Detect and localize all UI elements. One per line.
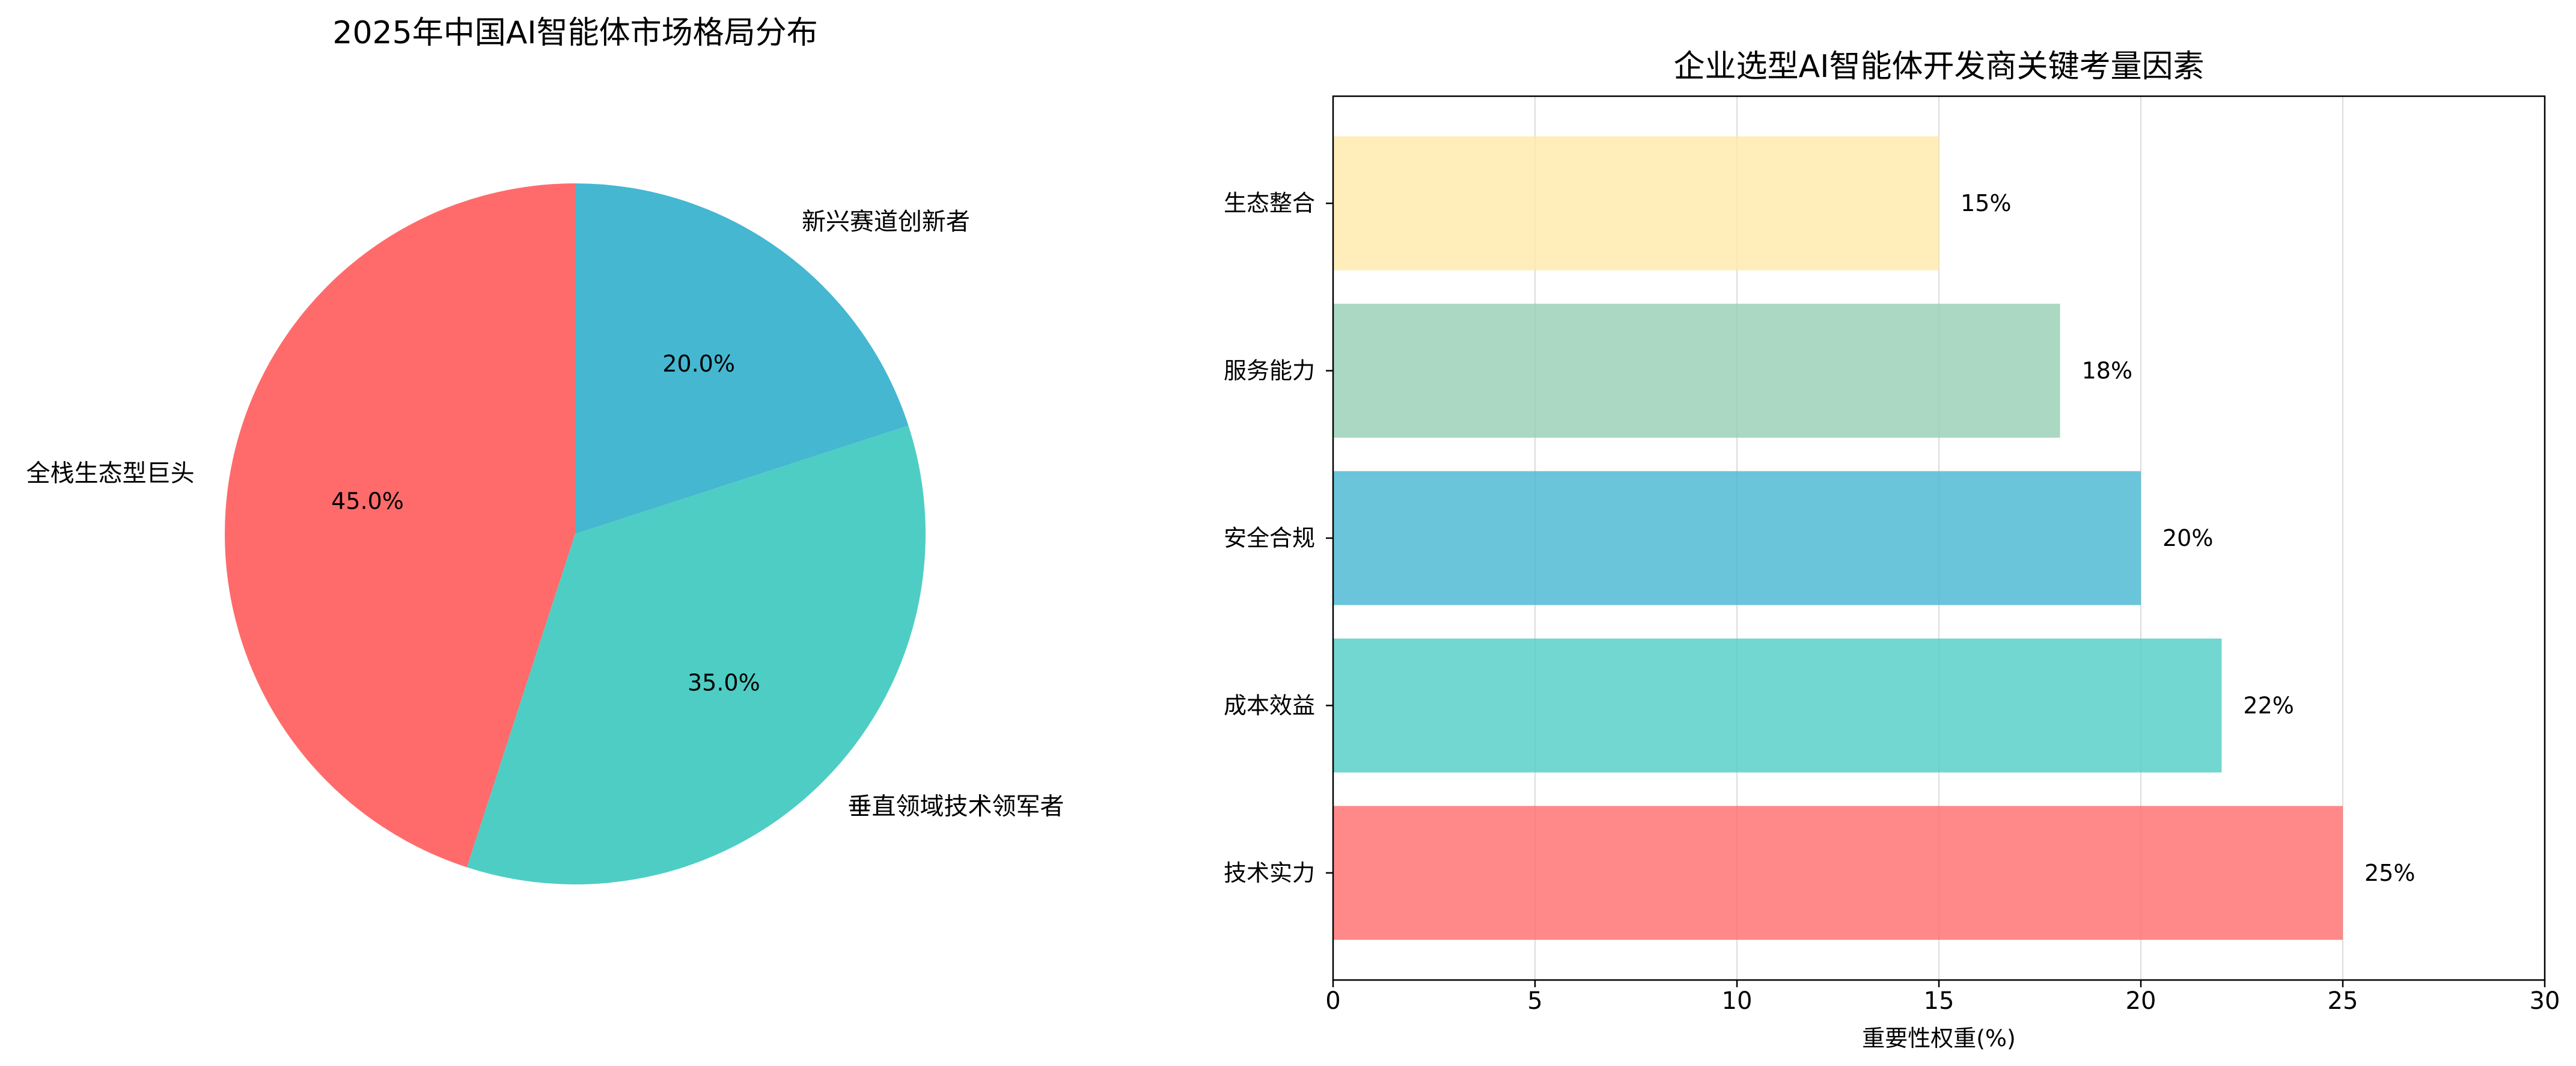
bar xyxy=(1333,304,2060,438)
bar-value-label: 22% xyxy=(2243,692,2294,718)
y-tick-label: 技术实力 xyxy=(1224,860,1315,886)
bar-chart-panel: 企业选型AI智能体开发商关键考量因素 25% 22% 20% 18% 15% 0 5 10 1… xyxy=(1224,49,2560,1052)
pie-category-label: 垂直领域技术领军者 xyxy=(847,792,1064,820)
pie-slices xyxy=(225,183,926,884)
y-tick-label: 服务能力 xyxy=(1224,358,1315,384)
bar-chart-x-axis-label: 重要性权重(%) xyxy=(1862,1025,2016,1052)
pie-percent-label: 20.0% xyxy=(662,351,735,377)
x-tick-label: 5 xyxy=(1527,987,1542,1015)
bar xyxy=(1333,136,1939,271)
bar xyxy=(1333,806,2343,940)
y-tick-label: 生态整合 xyxy=(1224,190,1315,216)
pie-category-label: 新兴赛道创新者 xyxy=(802,208,970,236)
pie-chart-panel: 2025年中国AI智能体市场格局分布 45.0% 全栈生态型巨头 35.0% 垂直领域… xyxy=(26,15,1064,884)
y-tick-label: 成本效益 xyxy=(1224,692,1315,718)
x-tick-label: 0 xyxy=(1325,987,1340,1015)
bar-chart-title: 企业选型AI智能体开发商关键考量因素 xyxy=(1674,49,2205,85)
pie-percent-label: 35.0% xyxy=(688,669,760,696)
pie-slice xyxy=(225,183,575,868)
bar-value-labels: 25% 22% 20% 18% 15% xyxy=(1961,190,2415,886)
bar-value-label: 18% xyxy=(2082,358,2132,384)
x-tick-label: 25 xyxy=(2328,987,2358,1015)
pie-percent-label: 45.0% xyxy=(331,488,404,514)
bar-value-label: 25% xyxy=(2364,860,2415,886)
x-tick-label: 20 xyxy=(2126,987,2156,1015)
bar-chart-y-ticks: 技术实力 成本效益 安全合规 服务能力 生态整合 xyxy=(1224,190,1333,886)
bar xyxy=(1333,639,2222,773)
x-tick-label: 30 xyxy=(2530,987,2560,1015)
x-tick-label: 10 xyxy=(1722,987,1753,1015)
y-tick-label: 安全合规 xyxy=(1224,525,1315,551)
pie-category-label: 全栈生态型巨头 xyxy=(26,460,195,488)
pie-chart-title: 2025年中国AI智能体市场格局分布 xyxy=(332,15,817,51)
pie-slice xyxy=(466,425,926,884)
pie-slice xyxy=(575,183,909,534)
bar-chart-bars xyxy=(1333,136,2343,940)
bar xyxy=(1333,471,2141,605)
x-tick-label: 15 xyxy=(1924,987,1955,1015)
bar-chart-x-ticks: 0 5 10 15 20 25 30 xyxy=(1325,980,2560,1015)
bar-value-label: 20% xyxy=(2162,525,2213,551)
pie-labels: 45.0% 全栈生态型巨头 35.0% 垂直领域技术领军者 20.0% 新兴赛道创新者 xyxy=(26,208,1064,820)
bar-value-label: 15% xyxy=(1961,190,2011,216)
